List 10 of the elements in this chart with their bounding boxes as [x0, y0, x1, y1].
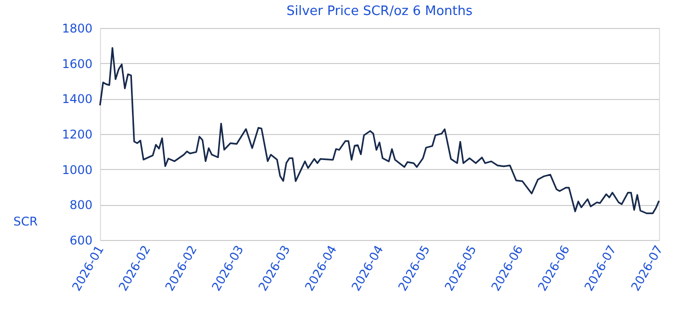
y-axis-title: SCR: [13, 214, 38, 228]
chart-title: Silver Price SCR/oz 6 Months: [286, 4, 473, 19]
y-tick-label: 1200: [62, 128, 92, 142]
y-tick-label: 800: [70, 198, 92, 212]
y-tick-label: 1400: [62, 92, 92, 106]
y-tick-label: 600: [70, 234, 92, 248]
line-series: [99, 47, 660, 214]
y-tick-label: 1000: [62, 162, 92, 177]
y-tick-label: 1600: [62, 56, 92, 71]
y-tick-label: 1800: [62, 22, 92, 36]
